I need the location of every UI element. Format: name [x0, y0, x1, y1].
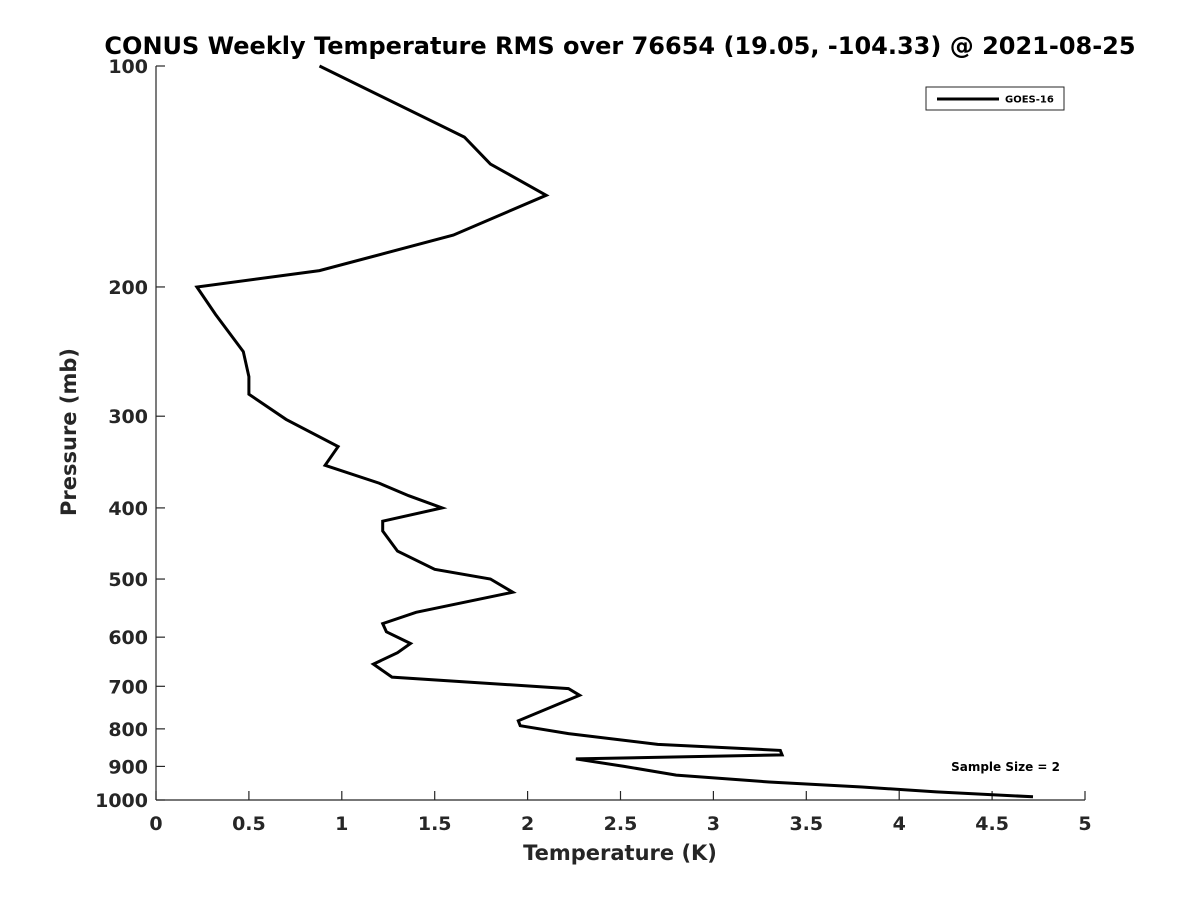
- x-tick-label: 4: [893, 813, 906, 835]
- y-tick-label: 500: [108, 569, 148, 591]
- y-tick-label: 100: [108, 56, 148, 78]
- y-tick-label: 300: [108, 406, 148, 428]
- y-tick-label: 600: [108, 627, 148, 649]
- y-tick-label: 400: [108, 498, 148, 520]
- x-tick-label: 1: [335, 813, 348, 835]
- x-axis-label: Temperature (K): [523, 841, 717, 865]
- y-tick-label: 700: [108, 676, 148, 698]
- sample-size-annotation: Sample Size = 2: [951, 760, 1060, 774]
- y-tick-label: 200: [108, 277, 148, 299]
- chart-title: CONUS Weekly Temperature RMS over 76654 …: [104, 32, 1135, 60]
- axes: [155, 66, 1085, 801]
- y-tick-label: 1000: [95, 790, 148, 812]
- x-tick-label: 4.5: [975, 813, 1009, 835]
- legend-entry-goes-16: GOES-16: [1005, 95, 1054, 106]
- legend: GOES-16: [925, 86, 1065, 111]
- x-tick-label: 0: [149, 813, 162, 835]
- y-axis-label: Pressure (mb): [57, 348, 81, 516]
- x-tick-label: 3: [707, 813, 720, 835]
- x-tick-label: 1.5: [418, 813, 452, 835]
- x-tick-label: 0.5: [232, 813, 266, 835]
- series-layer: [194, 64, 1034, 799]
- axis-ticks: 0 0.5 1 1.5 2 2.5 3 3.5 4 4.5 5 100 200 300 400 500 600 7…: [95, 56, 1092, 835]
- series-line-goes-16: [194, 64, 1034, 799]
- y-tick-label: 800: [108, 719, 148, 741]
- x-tick-label: 2: [521, 813, 534, 835]
- x-tick-label: 2.5: [604, 813, 638, 835]
- x-tick-label: 3.5: [789, 813, 823, 835]
- y-tick-label: 900: [108, 756, 148, 778]
- x-tick-label: 5: [1078, 813, 1091, 835]
